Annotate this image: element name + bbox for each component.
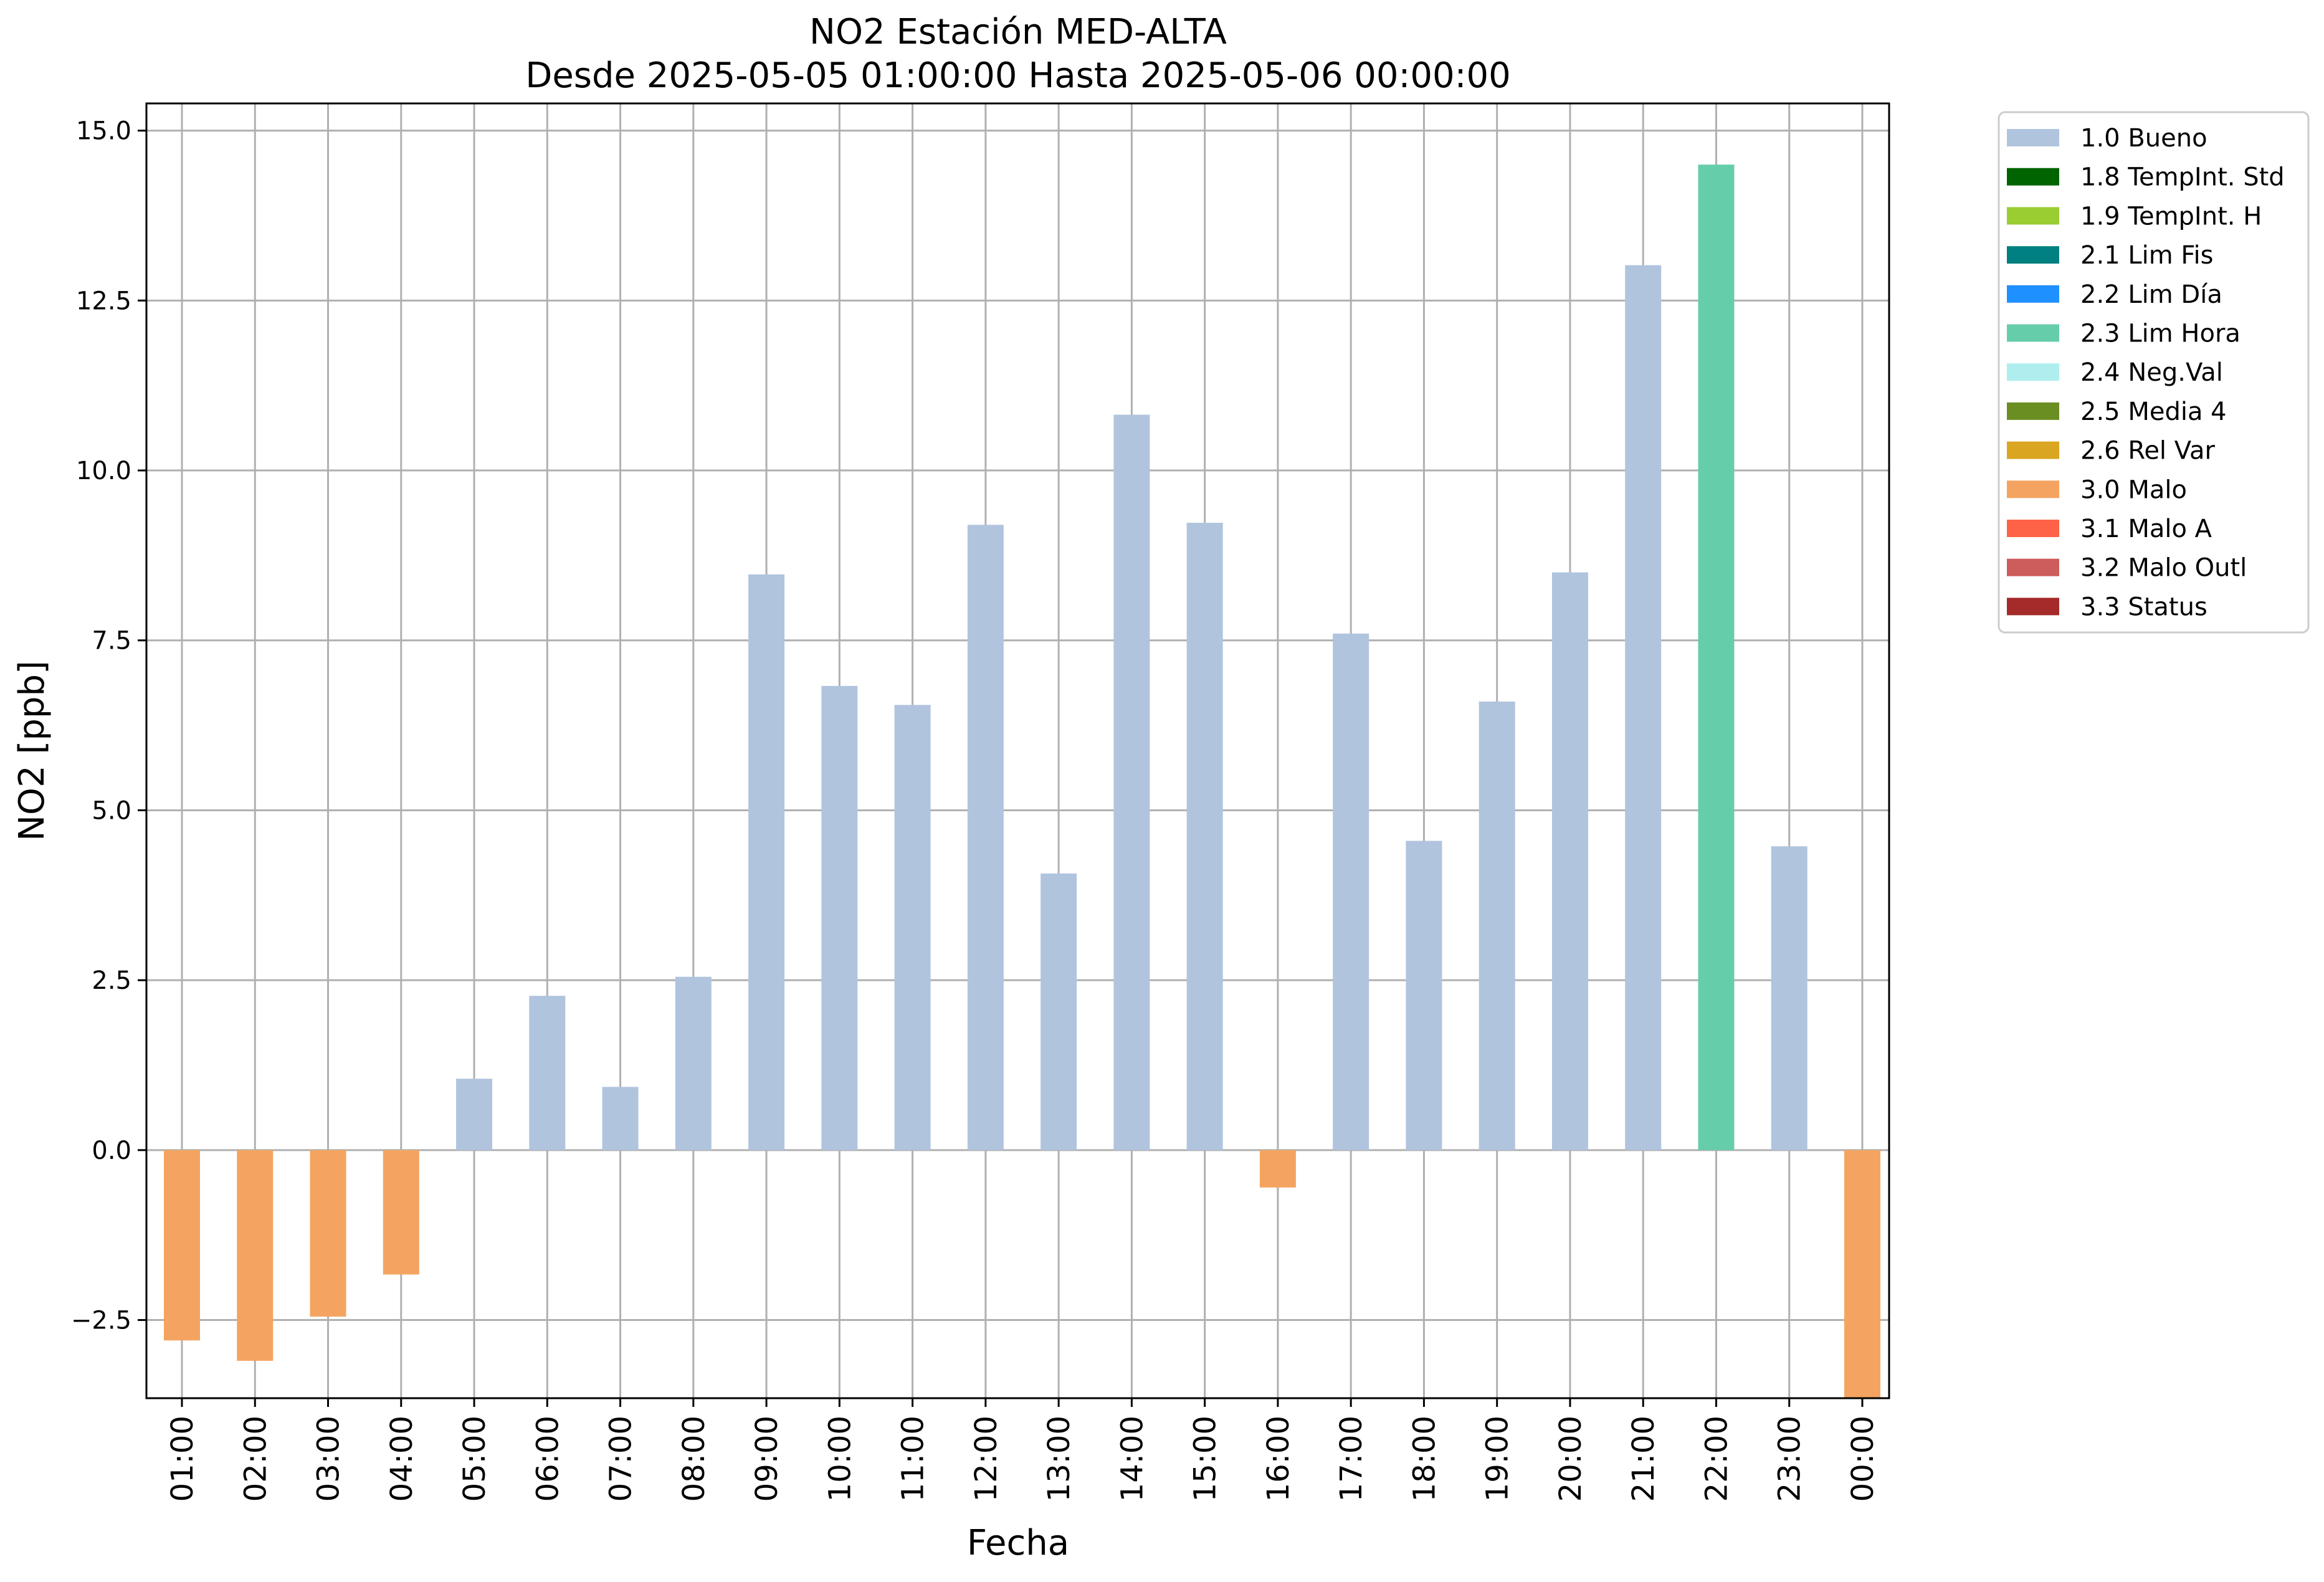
legend-label: 2.6 Rel Var: [2080, 437, 2216, 465]
x-tick-label: 17:00: [1334, 1416, 1369, 1502]
legend: 1.0 Bueno 1.8 TempInt. Std 1.9 TempInt. H 2…: [1998, 111, 2310, 634]
legend-swatch: [2007, 129, 2059, 146]
x-tick-label: 16:00: [1261, 1416, 1296, 1502]
x-ticks: 01:00 02:00 03:00 04:00 05:00 06:00 07:00 08:00…: [165, 1398, 1880, 1502]
x-tick-label: 18:00: [1407, 1416, 1442, 1502]
y-tick-label: −2.5: [71, 1307, 131, 1335]
legend-swatch: [2007, 285, 2059, 303]
y-tick-label: 10.0: [76, 457, 131, 485]
legend-swatch: [2007, 441, 2059, 459]
bar: [967, 525, 1004, 1150]
bar: [1186, 523, 1223, 1150]
x-tick-label: 03:00: [312, 1416, 346, 1502]
legend-label: 3.0 Malo: [2080, 475, 2187, 504]
chart-title: NO2 Estación MED-ALTA: [809, 12, 1227, 52]
legend-label: 3.3 Status: [2080, 593, 2207, 621]
legend-swatch: [2007, 480, 2059, 498]
bar: [1698, 164, 1735, 1150]
y-tick-label: 12.5: [76, 287, 131, 315]
bar: [164, 1150, 200, 1341]
legend-frame: [1998, 111, 2310, 634]
x-tick-label: 00:00: [1845, 1416, 1880, 1502]
bar: [237, 1150, 274, 1361]
legend-swatch: [2007, 207, 2059, 225]
x-tick-label: 13:00: [1042, 1416, 1077, 1502]
legend-label: 1.9 TempInt. H: [2080, 202, 2262, 231]
y-tick-label: 15.0: [76, 117, 131, 146]
legend-swatch: [2007, 168, 2059, 186]
plot-frame: [145, 102, 1890, 1399]
bar: [602, 1087, 639, 1150]
legend-swatch: [2007, 520, 2059, 537]
legend-swatch: [2007, 598, 2059, 616]
bar: [529, 996, 566, 1150]
bar: [1771, 846, 1807, 1150]
bar: [1259, 1150, 1296, 1188]
bar: [1844, 1150, 1880, 1398]
x-tick-label: 04:00: [384, 1416, 419, 1502]
x-tick-label: 02:00: [238, 1416, 273, 1502]
bar: [1041, 873, 1077, 1150]
x-tick-label: 22:00: [1699, 1416, 1734, 1502]
bar: [1406, 841, 1442, 1150]
x-tick-label: 09:00: [750, 1416, 784, 1502]
y-tick-label: 5.0: [92, 796, 131, 825]
legend-label: 2.3 Lim Hora: [2080, 320, 2241, 348]
bar: [1333, 633, 1369, 1150]
bar: [1113, 414, 1150, 1150]
y-tick-label: 7.5: [92, 627, 131, 655]
legend-swatch: [2007, 324, 2059, 342]
x-tick-label: 21:00: [1626, 1416, 1661, 1502]
legend-swatch: [2007, 363, 2059, 381]
x-tick-label: 01:00: [165, 1416, 200, 1502]
legend-label: 2.1 Lim Fis: [2080, 241, 2213, 270]
chart-subtitle: Desde 2025-05-05 01:00:00 Hasta 2025-05-…: [525, 55, 1511, 96]
bar: [310, 1150, 346, 1317]
legend-swatch: [2007, 402, 2059, 420]
x-tick-label: 06:00: [530, 1416, 565, 1502]
x-tick-label: 08:00: [677, 1416, 712, 1502]
legend-label: 2.2 Lim Día: [2080, 280, 2222, 309]
y-ticks: −2.5 0.0 2.5 5.0 7.5 10.0 12.5 15.0: [71, 117, 146, 1335]
legend-label: 2.5 Media 4: [2080, 398, 2227, 426]
legend-label: 3.1 Malo A: [2080, 515, 2212, 543]
y-axis-label: NO2 [ppb]: [12, 660, 52, 841]
bar: [675, 976, 712, 1150]
x-tick-label: 10:00: [822, 1416, 857, 1502]
legend-label: 1.0 Bueno: [2080, 124, 2207, 153]
legend-label: 1.8 TempInt. Std: [2080, 163, 2285, 192]
y-tick-label: 0.0: [92, 1136, 131, 1165]
bar: [1625, 265, 1662, 1150]
x-tick-label: 05:00: [457, 1416, 492, 1502]
x-tick-label: 19:00: [1480, 1416, 1515, 1502]
x-tick-label: 11:00: [896, 1416, 931, 1502]
legend-label: 3.2 Malo Outl: [2080, 554, 2247, 583]
x-tick-label: 23:00: [1773, 1416, 1807, 1502]
bar: [456, 1079, 493, 1150]
x-tick-label: 15:00: [1188, 1416, 1223, 1502]
x-tick-label: 12:00: [969, 1416, 1004, 1502]
legend-swatch: [2007, 558, 2059, 576]
bar: [894, 705, 931, 1150]
bar: [1479, 701, 1515, 1150]
bar: [748, 574, 785, 1150]
y-tick-label: 2.5: [92, 966, 131, 995]
legend-label: 2.4 Neg.Val: [2080, 358, 2223, 387]
x-axis-label: Fecha: [967, 1523, 1069, 1563]
bar: [383, 1150, 419, 1275]
x-tick-label: 07:00: [604, 1416, 639, 1502]
bar: [821, 685, 858, 1150]
x-tick-label: 20:00: [1553, 1416, 1588, 1502]
legend-swatch: [2007, 246, 2059, 264]
x-tick-label: 14:00: [1115, 1416, 1150, 1502]
bars: [164, 164, 1880, 1398]
bar: [1551, 572, 1588, 1150]
